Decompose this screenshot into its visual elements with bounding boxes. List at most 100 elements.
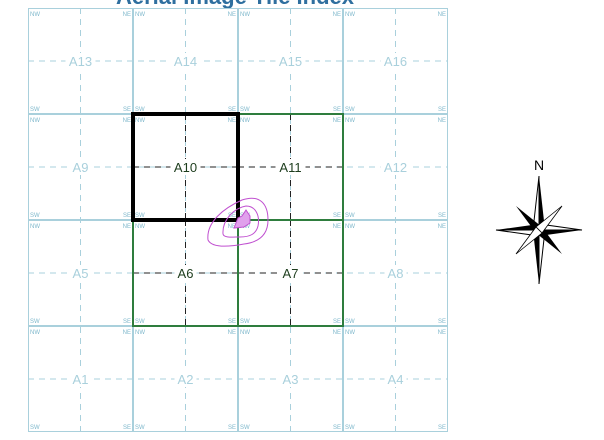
corner-label: NW	[135, 118, 145, 124]
grid-lines: NW NE SW SE NW NE SW SE NW NE SW SE NW NE SW SE NW NE SW SE…	[28, 8, 448, 432]
corner-label: SW	[30, 213, 40, 219]
tiles: A13 A14 A15 A16 A9 A11 A12 A5 A6 A7 A8 A1 A2 A3 A4 A10	[65, 53, 411, 387]
corner-label: SE	[438, 319, 446, 325]
tile-label-background	[69, 371, 92, 387]
tile-a13[interactable]: A13	[65, 53, 96, 69]
corner-label: SW	[345, 319, 355, 325]
tile-label-background	[69, 265, 92, 281]
tile-a5[interactable]: A5	[69, 265, 92, 281]
contour-middle	[222, 205, 259, 238]
tile-a8[interactable]: A8	[384, 265, 407, 281]
corner-label: NW	[30, 12, 40, 18]
corner-label: NE	[438, 12, 446, 18]
contour-outer	[207, 197, 269, 247]
tile-label: A4	[388, 372, 404, 387]
corner-label: NE	[333, 118, 341, 124]
tile-label-background	[170, 53, 201, 69]
tile-a14[interactable]: A14	[170, 53, 201, 69]
corner-label: SW	[240, 425, 250, 431]
corner-label: SE	[333, 213, 341, 219]
tile-a10[interactable]: A10	[131, 112, 240, 222]
tile-label: A9	[73, 160, 89, 175]
corner-label: SW	[345, 107, 355, 113]
corner-label: NW	[345, 12, 355, 18]
tile-label-background	[275, 53, 306, 69]
tile-label: A5	[73, 266, 89, 281]
corner-label: NE	[333, 330, 341, 336]
corner-label: SW	[30, 107, 40, 113]
corner-label: NE	[228, 330, 236, 336]
corner-label: SW	[135, 319, 145, 325]
corner-label: NW	[135, 224, 145, 230]
corner-label: NE	[228, 12, 236, 18]
corner-label: NW	[30, 330, 40, 336]
corner-label: NE	[333, 224, 341, 230]
tile-a1[interactable]: A1	[69, 371, 92, 387]
tile-a7[interactable]: A7	[237, 219, 344, 327]
tile-label-background	[65, 53, 96, 69]
tile-label: A12	[384, 160, 407, 175]
corner-label: SW	[345, 213, 355, 219]
corner-label: SW	[240, 107, 250, 113]
map-frame	[28, 8, 448, 432]
tile-a9[interactable]: A9	[69, 159, 92, 175]
tile-label-background	[69, 159, 92, 175]
corner-label: NW	[240, 224, 250, 230]
corner-label: NE	[333, 12, 341, 18]
tile-label-background	[174, 371, 197, 387]
tile-label: A1	[73, 372, 89, 387]
corner-label: SW	[30, 425, 40, 431]
corner-label: SW	[135, 213, 145, 219]
tile-label: A15	[279, 54, 302, 69]
corner-label: SW	[30, 319, 40, 325]
corner-label: NE	[228, 118, 236, 124]
tile-a4[interactable]: A4	[384, 371, 407, 387]
tile-a15[interactable]: A15	[275, 53, 306, 69]
north-label: N	[534, 157, 544, 173]
corner-label: SE	[123, 213, 131, 219]
corner-label: NW	[30, 224, 40, 230]
corner-label: NW	[345, 224, 355, 230]
corner-label: NW	[135, 12, 145, 18]
corner-label: NE	[438, 118, 446, 124]
tile-a2[interactable]: A2	[174, 371, 197, 387]
tile-label: A13	[69, 54, 92, 69]
tile-a16[interactable]: A16	[380, 53, 411, 69]
tile-a3[interactable]: A3	[279, 371, 302, 387]
compass-star-icon	[495, 175, 583, 285]
tile-label-background	[170, 159, 201, 175]
tile-selected-border	[131, 112, 240, 222]
corner-label: SE	[228, 425, 236, 431]
corner-label: SE	[228, 319, 236, 325]
tile-label-background	[279, 371, 302, 387]
corner-label: NW	[345, 118, 355, 124]
corner-label: NE	[123, 224, 131, 230]
corner-label: NE	[123, 118, 131, 124]
corner-label: SE	[228, 107, 236, 113]
tile-included-border	[237, 219, 344, 327]
tile-label: A8	[388, 266, 404, 281]
tile-label: A7	[283, 266, 299, 281]
north-arrow-compass: N	[495, 157, 583, 285]
tile-label: A16	[384, 54, 407, 69]
tile-label: A14	[174, 54, 197, 69]
corner-label: SE	[123, 425, 131, 431]
tile-a12[interactable]: A12	[380, 159, 411, 175]
tile-label: A6	[178, 266, 194, 281]
tile-label-background	[174, 265, 197, 281]
tile-label-background	[384, 371, 407, 387]
corner-label: SE	[228, 213, 236, 219]
contour-inner	[233, 209, 251, 229]
tile-label: A10	[174, 160, 197, 175]
corner-label: NW	[240, 330, 250, 336]
tile-label-background	[275, 159, 306, 175]
corner-label: NW	[345, 330, 355, 336]
corner-label: SE	[438, 107, 446, 113]
corner-label: NE	[228, 224, 236, 230]
tile-label-background	[384, 265, 407, 281]
corner-label: NW	[240, 12, 250, 18]
corner-label: NW	[135, 330, 145, 336]
corner-label: NE	[438, 330, 446, 336]
corner-label: SE	[333, 425, 341, 431]
corner-label: SE	[123, 319, 131, 325]
